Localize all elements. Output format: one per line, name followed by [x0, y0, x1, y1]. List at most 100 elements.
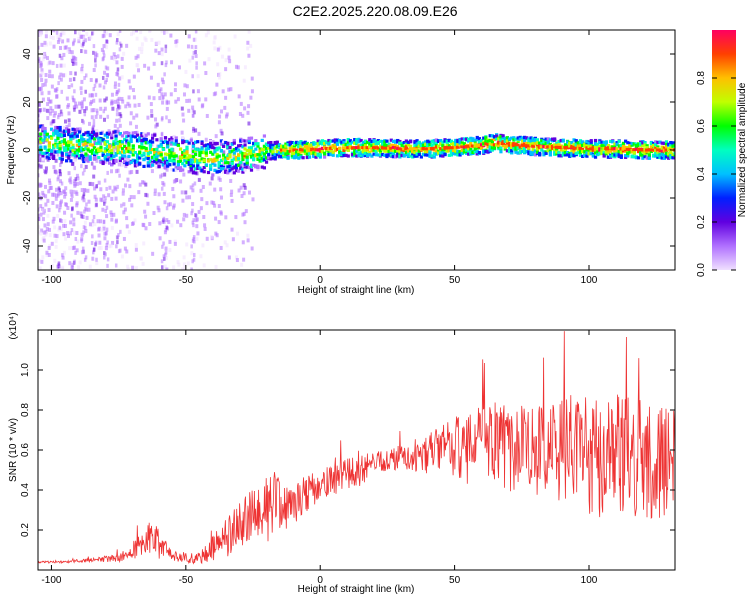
spectrogram-cell [167, 100, 171, 105]
spectrogram-cell [348, 142, 353, 146]
spectrogram-cell [99, 219, 103, 224]
spectrogram-cell [251, 197, 255, 202]
spectrogram-cell [202, 263, 206, 268]
spectrogram-cell [90, 130, 94, 135]
spectrogram-cell [178, 159, 183, 163]
spectrogram-cell [604, 152, 608, 156]
spectrogram-cell [583, 142, 587, 147]
spectrogram-cell [643, 141, 647, 145]
spectrogram-cell [100, 227, 104, 232]
spectrogram-cell [47, 153, 51, 157]
spectrogram-cell [40, 68, 44, 73]
spectrogram-cell [187, 158, 191, 162]
spectrogram-cell [97, 155, 101, 160]
spectrogram-cell [602, 154, 606, 158]
spectrogram-cell [134, 124, 138, 129]
spectrogram-cell [149, 102, 153, 107]
spectrogram-cell [211, 139, 215, 144]
spectrogram-cell [183, 149, 187, 153]
spectrogram-cell [667, 154, 671, 158]
spectrogram-cell [643, 152, 647, 156]
spectrogram-cell [396, 154, 400, 158]
spectrogram-cell [641, 144, 645, 148]
spectrogram-peak [625, 147, 630, 151]
spectrogram-cell [236, 65, 240, 70]
spectrogram-cell [57, 112, 61, 117]
spectrogram-cell [542, 144, 546, 149]
spectrogram-cell [110, 99, 114, 104]
spectrogram-cell [97, 233, 101, 238]
spectrogram-cell [436, 151, 441, 155]
spectrogram-cell [155, 152, 159, 156]
spectrogram-cell [143, 209, 147, 214]
spectrogram-cell [376, 139, 380, 143]
spectrogram-cell [65, 150, 69, 155]
spectrogram-cell [535, 144, 540, 148]
spectrogram-cell [436, 149, 441, 153]
spectrogram-cell [75, 201, 79, 206]
spectrogram-cell [456, 149, 460, 153]
spectrogram-cell [58, 35, 62, 40]
spectrogram-cell [39, 124, 43, 128]
spectrogram-cell [75, 148, 79, 152]
spectrogram-cell [421, 141, 426, 145]
spectrogram-cell [54, 131, 58, 135]
spectrogram-cell [368, 138, 372, 142]
spectrogram-cell [651, 153, 656, 157]
spectrogram-cell [482, 149, 486, 153]
spectrogram-cell [110, 152, 114, 156]
spectrogram-cell [242, 78, 246, 83]
spectrogram-cell [350, 152, 355, 157]
spectrogram-cell [264, 146, 269, 150]
spectrogram-cell [166, 153, 170, 157]
spectrogram-cell [92, 108, 96, 113]
spectrogram-cell [366, 153, 370, 158]
spectrogram-cell [436, 139, 441, 143]
spectrogram-cell [218, 114, 222, 119]
spectrogram-cell [172, 134, 176, 139]
spectrogram-cell [125, 43, 129, 48]
spectrogram-cell [660, 152, 664, 157]
spectrogram-cell [329, 139, 333, 143]
spectrogram-cell [393, 139, 398, 143]
spectrogram-peak [574, 146, 579, 150]
spectrogram-cell [277, 154, 282, 158]
spectrogram-cell [243, 168, 247, 172]
spectrogram-cell [327, 152, 331, 157]
spectrogram-cell [78, 109, 82, 114]
spectrogram-cell [103, 178, 107, 183]
spectrogram-cell [95, 108, 99, 113]
spectrogram-cell [94, 92, 98, 97]
spectrogram-cell [73, 107, 76, 112]
spectrogram-cell [110, 92, 114, 97]
spectrogram-cell [200, 157, 204, 161]
spectrogram-cell [258, 150, 262, 154]
spectrogram-cell [411, 152, 415, 156]
spectrogram-cell [77, 142, 82, 146]
spectrogram-cell [77, 154, 82, 158]
spectrogram-cell [67, 123, 71, 128]
spectrogram-cell [495, 137, 499, 141]
spectrogram-cell [73, 181, 76, 186]
spectrogram-cell [92, 68, 96, 73]
spectrogram-cell [38, 163, 41, 168]
spectrogram-cell [303, 144, 307, 149]
spectrogram-cell [359, 143, 363, 147]
spectrogram-cell [398, 150, 402, 154]
spectrogram-cell [327, 142, 331, 146]
spectrogram-cell [335, 138, 340, 142]
spectrogram-cell [184, 69, 188, 74]
spectrogram-cell [664, 140, 669, 144]
spectrogram-cell [292, 152, 297, 156]
spectrogram-cell [206, 146, 211, 151]
spectrogram-cell [581, 149, 585, 154]
spectrogram-cell [617, 144, 621, 148]
spectrogram-cell [169, 141, 173, 146]
spectrogram-cell [176, 260, 180, 265]
spectrogram-cell [58, 150, 62, 154]
spectrogram-cell [86, 130, 90, 134]
spectrogram-cell [546, 141, 550, 145]
spectrogram-cell [163, 72, 166, 77]
spectrogram-cell [643, 143, 647, 147]
spectrogram-cell [432, 142, 436, 146]
